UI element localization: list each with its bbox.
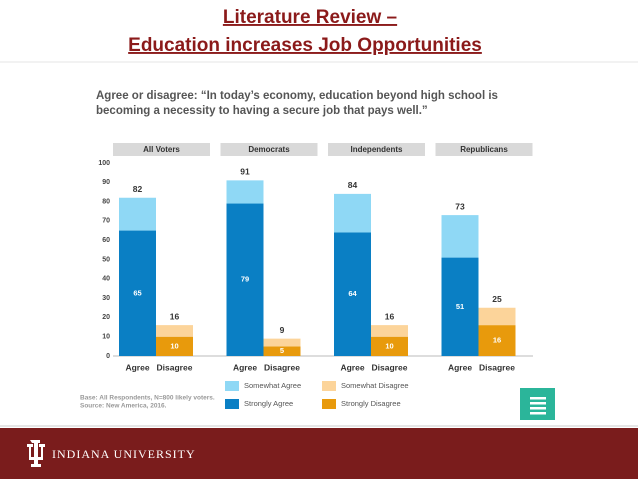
stack-label: Agree: [233, 362, 257, 372]
total-label: 91: [240, 167, 250, 177]
bar-segment: [371, 336, 408, 356]
total-label: 25: [492, 294, 502, 304]
bar-segment: [156, 325, 193, 337]
legend-swatch: [322, 381, 336, 391]
bar-segment: [156, 336, 193, 356]
y-tick-label: 40: [102, 276, 110, 283]
total-label: 16: [170, 311, 180, 321]
stack-label: Disagree: [264, 362, 300, 372]
stack-label: Agree: [448, 362, 472, 372]
total-label: 73: [455, 201, 465, 211]
bar-segment: [263, 346, 301, 356]
segment-label: 10: [170, 341, 178, 350]
stack-label: Agree: [340, 362, 364, 372]
y-tick-label: 30: [102, 295, 110, 302]
y-tick-label: 0: [106, 353, 110, 360]
y-tick-label: 10: [102, 334, 110, 341]
total-label: 9: [280, 325, 285, 335]
segment-label: 79: [241, 275, 249, 284]
logo: [27, 440, 45, 467]
group-label: Republicans: [460, 145, 508, 154]
bar-segment: [478, 325, 516, 356]
y-tick-label: 90: [102, 179, 110, 186]
segment-label: 51: [456, 302, 464, 311]
y-tick-label: 50: [102, 256, 110, 263]
bar-segment: [441, 257, 479, 356]
stack-label: Disagree: [372, 362, 408, 372]
segment-label: 64: [348, 289, 357, 298]
y-tick-label: 80: [102, 198, 110, 205]
legend-swatch: [322, 399, 336, 409]
slide-title: Literature Review –: [223, 7, 397, 28]
segment-label: 65: [133, 288, 141, 297]
bar-segment: [263, 338, 301, 347]
y-tick-label: 70: [102, 218, 110, 225]
legend-swatch: [225, 381, 239, 391]
source-note: Source: New America, 2016.: [80, 403, 167, 410]
legend-swatch: [225, 399, 239, 409]
bar-segment: [441, 215, 479, 258]
legend-label: Somewhat Disagree: [341, 381, 409, 390]
group-label: Democrats: [248, 145, 290, 154]
chart-title: becoming a necessity to having a secure …: [96, 105, 428, 117]
total-label: 82: [133, 184, 143, 194]
base-note: Base: All Respondents, N=800 likely vote…: [80, 395, 215, 402]
segment-label: 5: [280, 346, 284, 355]
group-header: [328, 143, 425, 156]
bar-segment: [226, 203, 264, 356]
bar-segment: [371, 325, 408, 337]
group-header: [435, 143, 533, 156]
stack-label: Disagree: [479, 362, 515, 372]
legend-label: Strongly Disagree: [341, 399, 401, 408]
total-label: 16: [385, 311, 395, 321]
group-label: Independents: [350, 145, 403, 154]
segment-label: 16: [493, 336, 501, 345]
bar-segment: [226, 180, 264, 204]
legend-label: Strongly Agree: [244, 399, 293, 408]
segment-label: 10: [385, 341, 393, 350]
stack-label: Disagree: [157, 362, 193, 372]
menu-icon: [520, 388, 555, 420]
bar-segment: [119, 230, 156, 356]
total-label: 84: [348, 180, 358, 190]
group-header: [113, 143, 210, 156]
footer-brand: INDIANA UNIVERSITY: [52, 447, 196, 461]
y-tick-label: 60: [102, 237, 110, 244]
slide-title: Education increases Job Opportunities: [128, 35, 482, 56]
group-label: All Voters: [143, 145, 180, 154]
bar-segment: [334, 193, 371, 233]
stack-label: Agree: [125, 362, 149, 372]
y-tick-label: 100: [98, 160, 110, 167]
legend-label: Somewhat Agree: [244, 381, 301, 390]
group-header: [220, 143, 318, 156]
chart-title: Agree or disagree: “In today’s economy, …: [96, 90, 498, 102]
y-tick-label: 20: [102, 314, 110, 321]
footer-bar: [0, 428, 638, 479]
bar-segment: [119, 197, 156, 231]
bar-segment: [334, 232, 371, 356]
bar-segment: [478, 307, 516, 326]
